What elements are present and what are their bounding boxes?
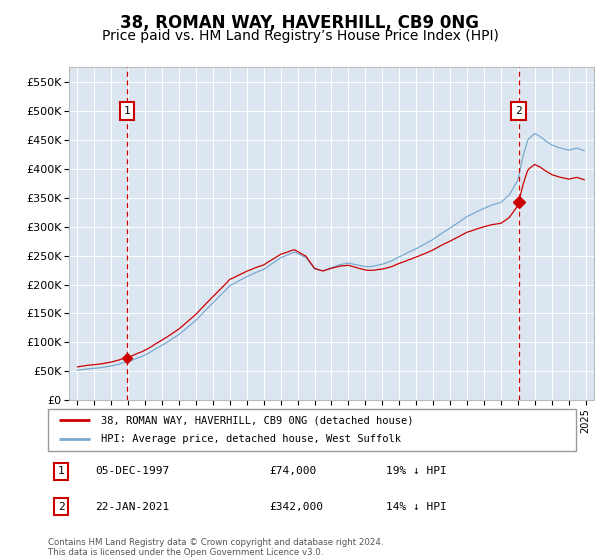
Text: 1: 1 [58, 466, 65, 476]
Text: 2: 2 [58, 502, 65, 512]
Text: £74,000: £74,000 [270, 466, 317, 476]
FancyBboxPatch shape [48, 409, 576, 451]
Text: 22-JAN-2021: 22-JAN-2021 [95, 502, 170, 512]
Text: 05-DEC-1997: 05-DEC-1997 [95, 466, 170, 476]
Text: 19% ↓ HPI: 19% ↓ HPI [386, 466, 446, 476]
Text: 14% ↓ HPI: 14% ↓ HPI [386, 502, 446, 512]
Text: £342,000: £342,000 [270, 502, 324, 512]
Text: 38, ROMAN WAY, HAVERHILL, CB9 0NG: 38, ROMAN WAY, HAVERHILL, CB9 0NG [121, 14, 479, 32]
Text: 2: 2 [515, 106, 522, 116]
Text: Price paid vs. HM Land Registry’s House Price Index (HPI): Price paid vs. HM Land Registry’s House … [101, 29, 499, 43]
Text: HPI: Average price, detached house, West Suffolk: HPI: Average price, detached house, West… [101, 435, 401, 445]
Text: Contains HM Land Registry data © Crown copyright and database right 2024.
This d: Contains HM Land Registry data © Crown c… [48, 538, 383, 557]
Text: 38, ROMAN WAY, HAVERHILL, CB9 0NG (detached house): 38, ROMAN WAY, HAVERHILL, CB9 0NG (detac… [101, 415, 413, 425]
Text: 1: 1 [124, 106, 130, 116]
